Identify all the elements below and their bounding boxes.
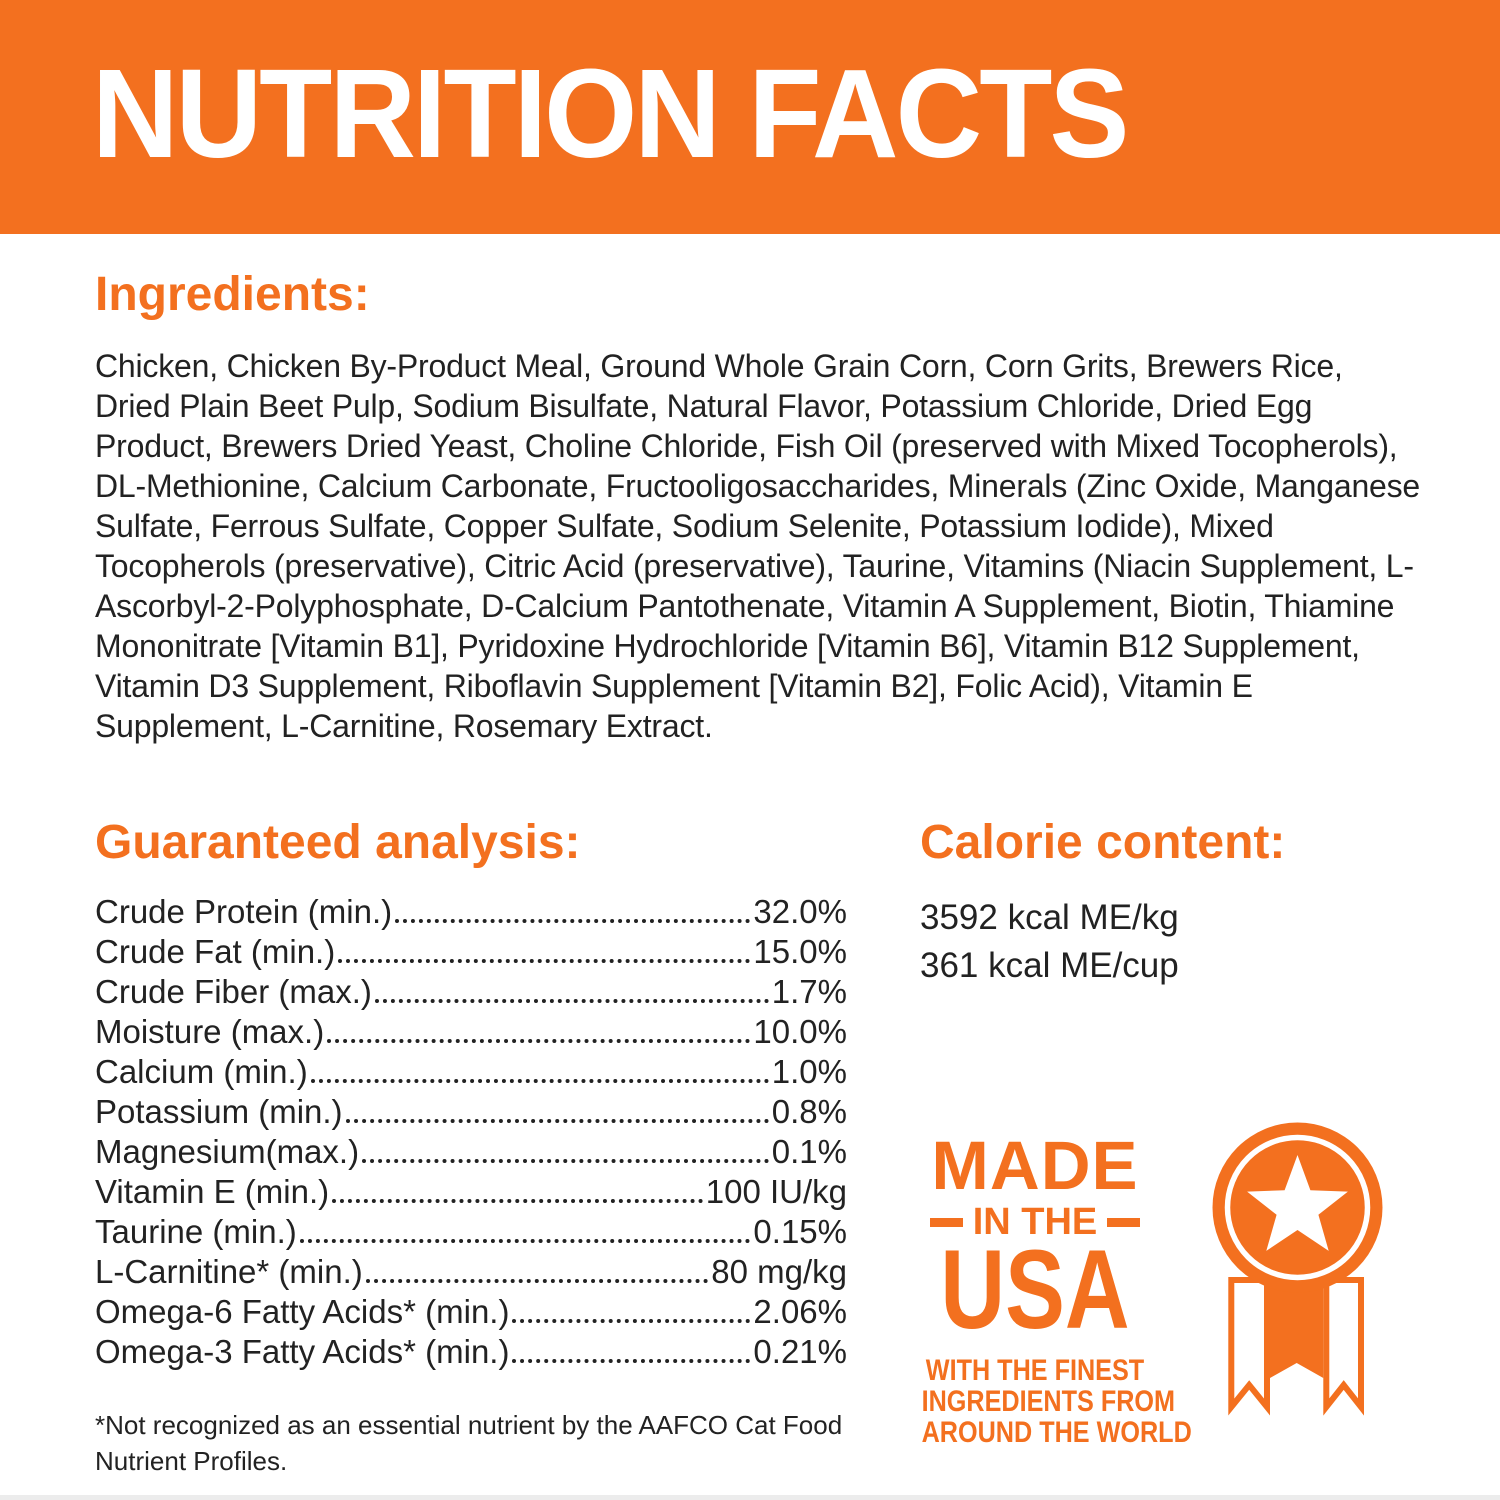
- analysis-label: Potassium (min.): [95, 1093, 343, 1130]
- usa-subtext-line: AROUND THE WORLD: [921, 1416, 1192, 1449]
- dot-leader: [332, 1199, 703, 1203]
- dash-icon: [1107, 1217, 1141, 1227]
- analysis-row: Crude Fat (min.) 15.0%: [95, 932, 847, 972]
- analysis-value: 15.0%: [753, 933, 847, 970]
- dot-leader: [395, 919, 751, 923]
- usa-subtext-line: INGREDIENTS FROM: [921, 1385, 1176, 1418]
- analysis-label: Moisture (max.): [95, 1013, 325, 1050]
- analysis-label: Omega-6 Fatty Acids* (min.): [95, 1293, 510, 1330]
- dot-leader: [327, 1039, 751, 1043]
- analysis-value: 0.1%: [771, 1133, 847, 1170]
- analysis-label: Crude Fat (min.): [95, 933, 336, 970]
- bottom-edge-strip: [0, 1495, 1500, 1500]
- analysis-row: Vitamin E (min.) 100 IU/kg: [95, 1172, 847, 1212]
- analysis-value: 32.0%: [753, 893, 847, 930]
- analysis-row: Omega-6 Fatty Acids* (min.) 2.06%: [95, 1292, 847, 1332]
- dot-leader: [338, 959, 751, 963]
- analysis-value: 0.15%: [753, 1213, 847, 1250]
- analysis-label: Crude Protein (min.): [95, 893, 393, 930]
- analysis-row: Potassium (min.) 0.8%: [95, 1092, 847, 1132]
- page-title: NUTRITION FACTS: [92, 43, 1129, 184]
- usa-subtext-line: WITH THE FINEST: [925, 1354, 1145, 1387]
- in-the-row: IN THE: [900, 1201, 1170, 1243]
- analysis-row: Moisture (max.) 10.0%: [95, 1012, 847, 1052]
- analysis-row: Calcium (min.) 1.0%: [95, 1052, 847, 1092]
- analysis-label: Vitamin E (min.): [95, 1173, 330, 1210]
- footnote: *Not recognized as an essential nutrient…: [95, 1410, 843, 1476]
- header-banner: NUTRITION FACTS: [0, 0, 1500, 234]
- calorie-content-heading: Calorie content:: [920, 816, 1286, 869]
- analysis-value: 1.0%: [771, 1053, 847, 1090]
- calorie-per-kg: 3592 kcal ME/kg: [920, 898, 1179, 937]
- analysis-value: 80 mg/kg: [711, 1253, 847, 1290]
- dot-leader: [512, 1319, 751, 1323]
- analysis-value: 1.7%: [771, 973, 847, 1010]
- analysis-value: 0.21%: [753, 1333, 847, 1370]
- dot-leader: [345, 1119, 769, 1123]
- ingredients-heading: Ingredients:: [95, 268, 370, 321]
- made-label: MADE: [931, 1127, 1139, 1204]
- analysis-value: 2.06%: [753, 1293, 847, 1330]
- analysis-label: Taurine (min.): [95, 1213, 297, 1250]
- analysis-row: Crude Fiber (max.) 1.7%: [95, 972, 847, 1012]
- analysis-row: L-Carnitine* (min.) 80 mg/kg: [95, 1252, 847, 1292]
- guaranteed-analysis-table: Crude Protein (min.) 32.0% Crude Fat (min.…: [95, 892, 847, 1372]
- analysis-value: 100 IU/kg: [705, 1173, 847, 1210]
- in-the-label: IN THE: [972, 1201, 1098, 1243]
- analysis-value: 10.0%: [753, 1013, 847, 1050]
- analysis-label: Calcium (min.): [95, 1053, 308, 1090]
- analysis-label: Crude Fiber (max.): [95, 973, 372, 1010]
- usa-subtext: WITH THE FINEST INGREDIENTS FROM AROUND …: [921, 1354, 1192, 1449]
- dot-leader: [310, 1079, 769, 1083]
- dot-leader: [374, 999, 769, 1003]
- analysis-row: Taurine (min.) 0.15%: [95, 1212, 847, 1252]
- usa-label: USA: [940, 1227, 1130, 1352]
- analysis-row: Crude Protein (min.) 32.0%: [95, 892, 847, 932]
- usa-medal-icon: [1212, 1122, 1383, 1416]
- made-in-usa-badge: MADE IN THE USA WITH THE FINEST INGREDIE…: [900, 1127, 1192, 1449]
- guaranteed-analysis-heading: Guaranteed analysis:: [95, 816, 581, 869]
- calorie-content-values: 3592 kcal ME/kg 361 kcal ME/cup: [920, 894, 1179, 990]
- dot-leader: [362, 1159, 769, 1163]
- analysis-label: L-Carnitine* (min.): [95, 1253, 363, 1290]
- analysis-row: Magnesium(max.) 0.1%: [95, 1132, 847, 1172]
- dot-leader: [365, 1279, 709, 1283]
- analysis-row: Omega-3 Fatty Acids* (min.) 0.21%: [95, 1332, 847, 1372]
- analysis-label: Omega-3 Fatty Acids* (min.): [95, 1333, 510, 1370]
- ingredients-text: Chicken, Chicken By-Product Meal, Ground…: [95, 348, 1421, 744]
- calorie-per-cup: 361 kcal ME/cup: [920, 946, 1179, 985]
- dot-leader: [512, 1359, 751, 1363]
- dot-leader: [299, 1239, 751, 1243]
- analysis-value: 0.8%: [771, 1093, 847, 1130]
- dash-icon: [929, 1217, 963, 1227]
- analysis-label: Magnesium(max.): [95, 1133, 360, 1170]
